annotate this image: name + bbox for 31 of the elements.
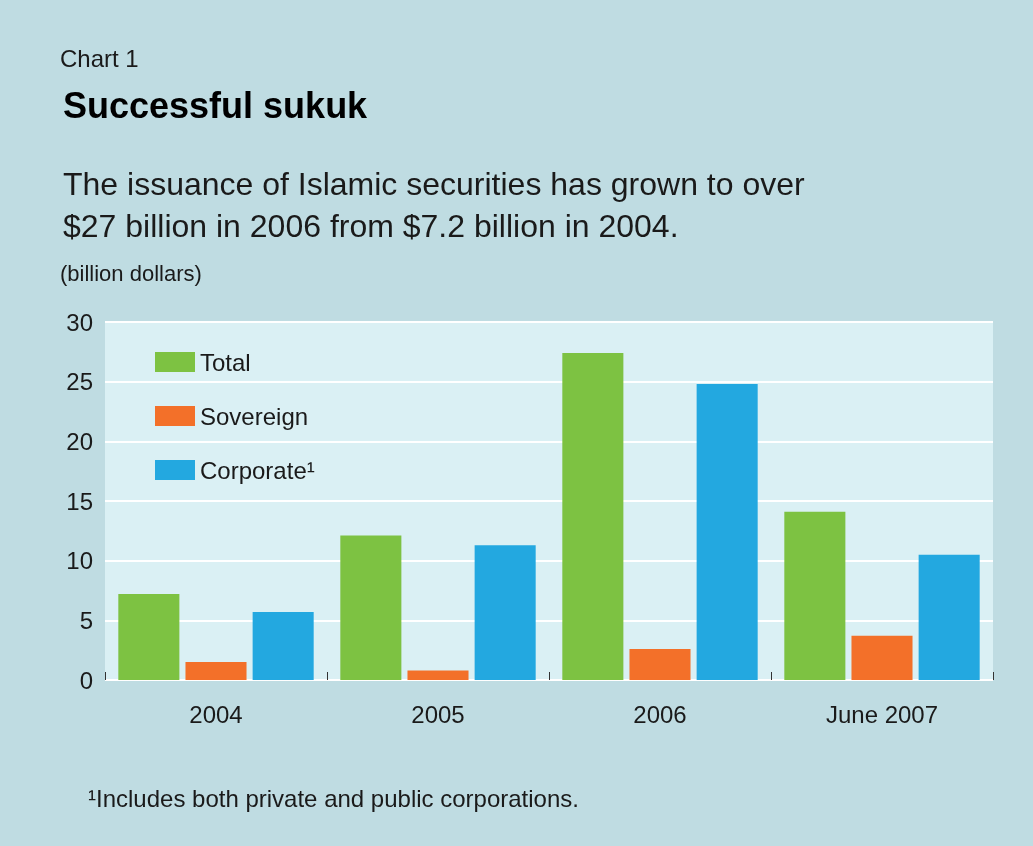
x-tick-label: 2004: [189, 700, 243, 728]
bar: [918, 554, 980, 680]
bar: [185, 662, 247, 680]
legend-label: Sovereign: [200, 402, 309, 430]
bar: [118, 594, 180, 680]
bar: [407, 670, 469, 680]
bar: [562, 353, 624, 680]
y-tick-label: 30: [66, 308, 93, 336]
chart-subtitle: The issuance of Islamic securities has grown to over $27 billion in 2006 from $7.2 billion in 2004.: [63, 166, 805, 244]
legend-label: Total: [200, 348, 251, 376]
bar: [784, 511, 846, 680]
y-tick-label: 0: [79, 666, 93, 694]
bar: [851, 635, 913, 680]
chart-title: Successful sukuk: [63, 84, 369, 126]
text: ¹Includes both private and public corporations.: [88, 784, 579, 812]
y-tick-label: 25: [66, 368, 93, 396]
y-axis-title: (billion dollars): [60, 260, 202, 286]
bar: [474, 545, 536, 680]
caption: Chart 1: [60, 44, 139, 72]
y-tick-label: 10: [66, 547, 93, 575]
x-tick-label: June 2007: [825, 700, 939, 728]
bar: [252, 611, 314, 680]
bar: [696, 384, 758, 680]
y-tick-label: 15: [66, 487, 93, 515]
legend-label: Corporate¹: [200, 456, 315, 484]
y-tick-label: 20: [66, 427, 93, 455]
x-tick-label: 2006: [633, 700, 687, 728]
bar: [629, 648, 691, 680]
x-tick-label: 2005: [411, 700, 465, 728]
bar: [340, 535, 402, 680]
y-tick-label: 5: [79, 606, 93, 634]
